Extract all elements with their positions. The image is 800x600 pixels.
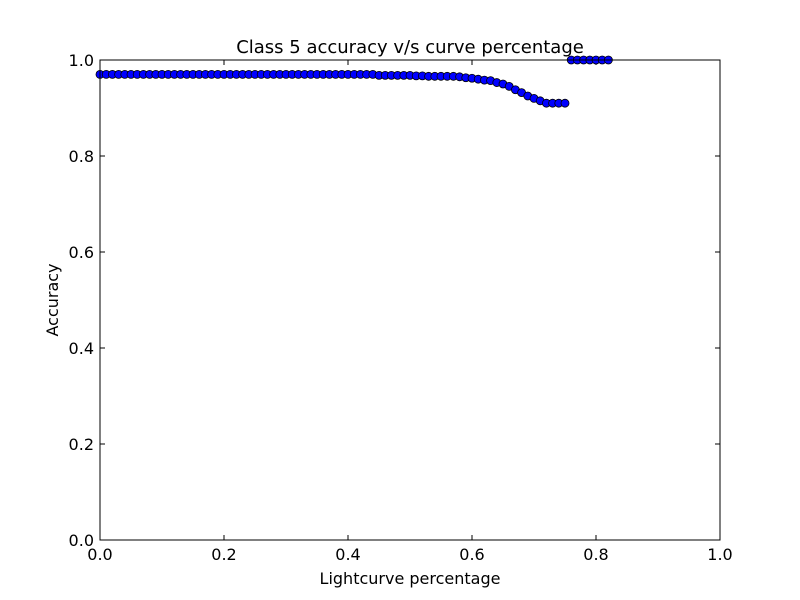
x-tick-label: 1.0 — [707, 545, 732, 564]
data-points — [95, 55, 613, 108]
plot-frame — [99, 59, 721, 541]
ticks: 0.0 0.2 0.4 0.6 0.8 1.0 0.0 0.2 0.4 0.6 0.8 1.0 — [69, 51, 733, 564]
x-tick-label: 0.8 — [583, 545, 608, 564]
x-axis-label: Lightcurve percentage — [320, 569, 501, 588]
y-tick-label: 0.6 — [69, 243, 94, 262]
x-tick-label: 0.2 — [211, 545, 236, 564]
y-tick-label: 0.8 — [69, 147, 94, 166]
data-point — [560, 98, 570, 108]
y-tick-label: 0.0 — [69, 531, 94, 550]
x-tick-label: 0.0 — [87, 545, 112, 564]
y-tick-label: 0.4 — [69, 339, 94, 358]
x-tick-label: 0.6 — [459, 545, 484, 564]
y-tick-label: 1.0 — [69, 51, 94, 70]
y-axis-label: Accuracy — [43, 263, 62, 336]
y-tick-label: 0.2 — [69, 435, 94, 454]
chart-title: Class 5 accuracy v/s curve percentage — [236, 37, 584, 58]
x-tick-label: 0.4 — [335, 545, 360, 564]
